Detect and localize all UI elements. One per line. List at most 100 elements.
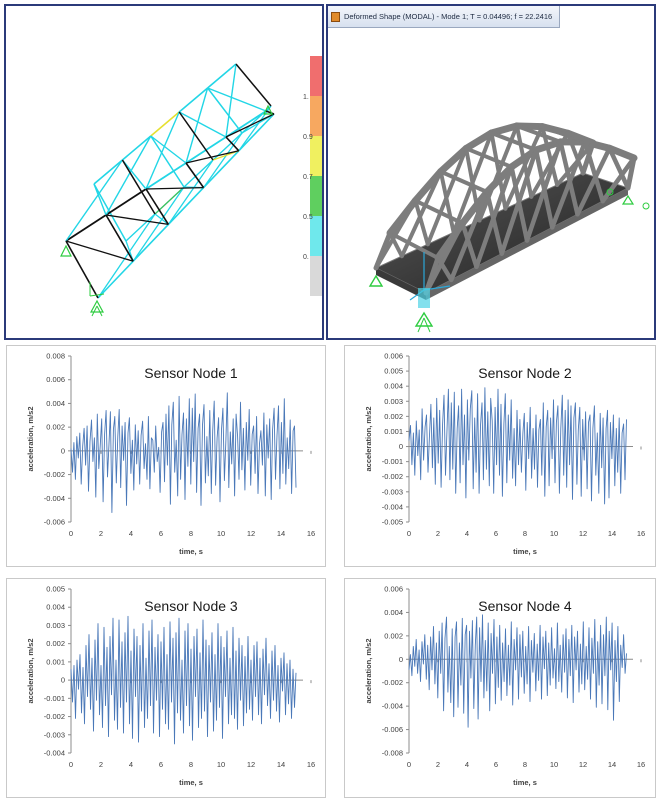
legend-label: 1.: [303, 94, 309, 101]
x-tick-label: 12: [579, 529, 587, 538]
x-tick-label: 8: [189, 529, 193, 538]
x-tick-label: 10: [217, 760, 225, 769]
x-tick-label: 6: [159, 529, 163, 538]
support-node-icon: [61, 106, 272, 316]
acceleration-series-line: [409, 615, 627, 727]
x-tick-label: 8: [523, 760, 527, 769]
x-tick-label: 14: [277, 760, 285, 769]
chart-title: Sensor Node 1: [144, 365, 238, 381]
x-tick-label: 16: [307, 760, 315, 769]
x-tick-label: 14: [608, 760, 616, 769]
y-tick-label: -0.001: [44, 694, 65, 703]
y-tick-label: 0.003: [384, 397, 403, 406]
y-tick-label: -0.002: [44, 712, 65, 721]
y-tick-label: -0.005: [382, 518, 403, 527]
y-tick-label: -0.001: [382, 457, 403, 466]
y-tick-label: -0.006: [44, 518, 65, 527]
legend-swatch: [310, 256, 322, 296]
y-tick-label: 0.005: [46, 585, 65, 594]
x-tick-label: 6: [494, 529, 498, 538]
x-tick-label: 2: [99, 760, 103, 769]
y-tick-label: 0.006: [384, 585, 403, 594]
y-tick-label: 0.001: [46, 657, 65, 666]
x-tick-label: 10: [217, 529, 225, 538]
y-tick-label: 0.004: [46, 399, 65, 408]
chart-title: Sensor Node 3: [144, 598, 238, 614]
deformed-shape-view: Deformed Shape (MODAL) - Mode 1; T = 0.0…: [326, 4, 656, 340]
y-tick-label: 0.006: [384, 352, 403, 361]
y-tick-label: 0.002: [384, 412, 403, 421]
x-tick-label: 2: [436, 760, 440, 769]
y-tick-label: -0.002: [44, 470, 65, 479]
x-tick-label: 12: [579, 760, 587, 769]
chart-svg: -0.005-0.004-0.003-0.002-0.00100.0010.00…: [345, 346, 655, 566]
y-tick-label: 0.001: [384, 427, 403, 436]
y-tick-label: -0.004: [44, 749, 65, 758]
y-tick-label: -0.004: [382, 502, 403, 511]
y-tick-label: 0: [399, 655, 403, 664]
x-axis-label: time, s: [513, 778, 537, 787]
window-title-bar[interactable]: Deformed Shape (MODAL) - Mode 1; T = 0.0…: [328, 6, 560, 28]
x-tick-label: 2: [99, 529, 103, 538]
x-axis-label: time, s: [179, 778, 203, 787]
x-tick-label: 16: [307, 529, 315, 538]
y-tick-label: -0.004: [382, 702, 403, 711]
y-tick-label: 0.002: [384, 631, 403, 640]
x-axis-label: time, s: [513, 547, 537, 556]
x-tick-label: 10: [550, 760, 558, 769]
x-axis-label: time, s: [179, 547, 203, 556]
legend-swatch: [310, 176, 322, 216]
x-tick-label: 2: [436, 529, 440, 538]
y-tick-label: -0.004: [44, 494, 65, 503]
x-tick-label: 0: [69, 760, 73, 769]
x-tick-label: 12: [247, 529, 255, 538]
y-tick-label: -0.003: [382, 487, 403, 496]
x-tick-label: 16: [637, 760, 645, 769]
x-tick-label: 14: [277, 529, 285, 538]
chart-svg: -0.006-0.004-0.00200.0020.0040.0060.0080…: [7, 346, 325, 566]
truss-members: [66, 64, 274, 298]
chart-svg: -0.008-0.006-0.004-0.00200.0020.0040.006…: [345, 579, 655, 797]
x-tick-label: 12: [247, 760, 255, 769]
y-tick-label: 0.005: [384, 367, 403, 376]
legend-swatch: [310, 136, 322, 176]
chart-svg: -0.004-0.003-0.002-0.00100.0010.0020.003…: [7, 579, 325, 797]
truss-model-drawing: [6, 6, 322, 338]
y-tick-label: 0.008: [46, 352, 65, 361]
legend-label: 0.5: [303, 214, 313, 221]
y-tick-label: 0: [399, 442, 403, 451]
y-axis-label: acceleration, m/s2: [364, 638, 373, 703]
window-app-icon: [331, 12, 340, 22]
y-tick-label: -0.002: [382, 678, 403, 687]
acceleration-series-line: [71, 393, 296, 513]
y-tick-label: 0.003: [46, 621, 65, 630]
chart-title: Sensor Node 4: [478, 598, 572, 614]
x-tick-label: 14: [608, 529, 616, 538]
y-tick-label: 0.006: [46, 375, 65, 384]
x-tick-label: 0: [407, 760, 411, 769]
x-tick-label: 4: [465, 760, 469, 769]
y-tick-label: 0.004: [46, 603, 65, 612]
legend-swatch: [310, 56, 322, 96]
legend-swatch: [310, 216, 322, 256]
x-tick-label: 0: [407, 529, 411, 538]
x-tick-label: 4: [129, 760, 133, 769]
y-tick-label: 0.004: [384, 382, 403, 391]
x-tick-label: 10: [550, 529, 558, 538]
bridge-3d-render: [328, 28, 656, 340]
y-tick-label: 0.002: [46, 423, 65, 432]
x-tick-label: 4: [129, 529, 133, 538]
legend-swatch: [310, 96, 322, 136]
y-tick-label: 0: [61, 676, 65, 685]
acceleration-series-line: [409, 388, 627, 504]
y-axis-label: acceleration, m/s2: [26, 638, 35, 703]
legend-label: 0.7: [303, 174, 313, 181]
y-tick-label: -0.006: [382, 725, 403, 734]
x-tick-label: 8: [189, 760, 193, 769]
